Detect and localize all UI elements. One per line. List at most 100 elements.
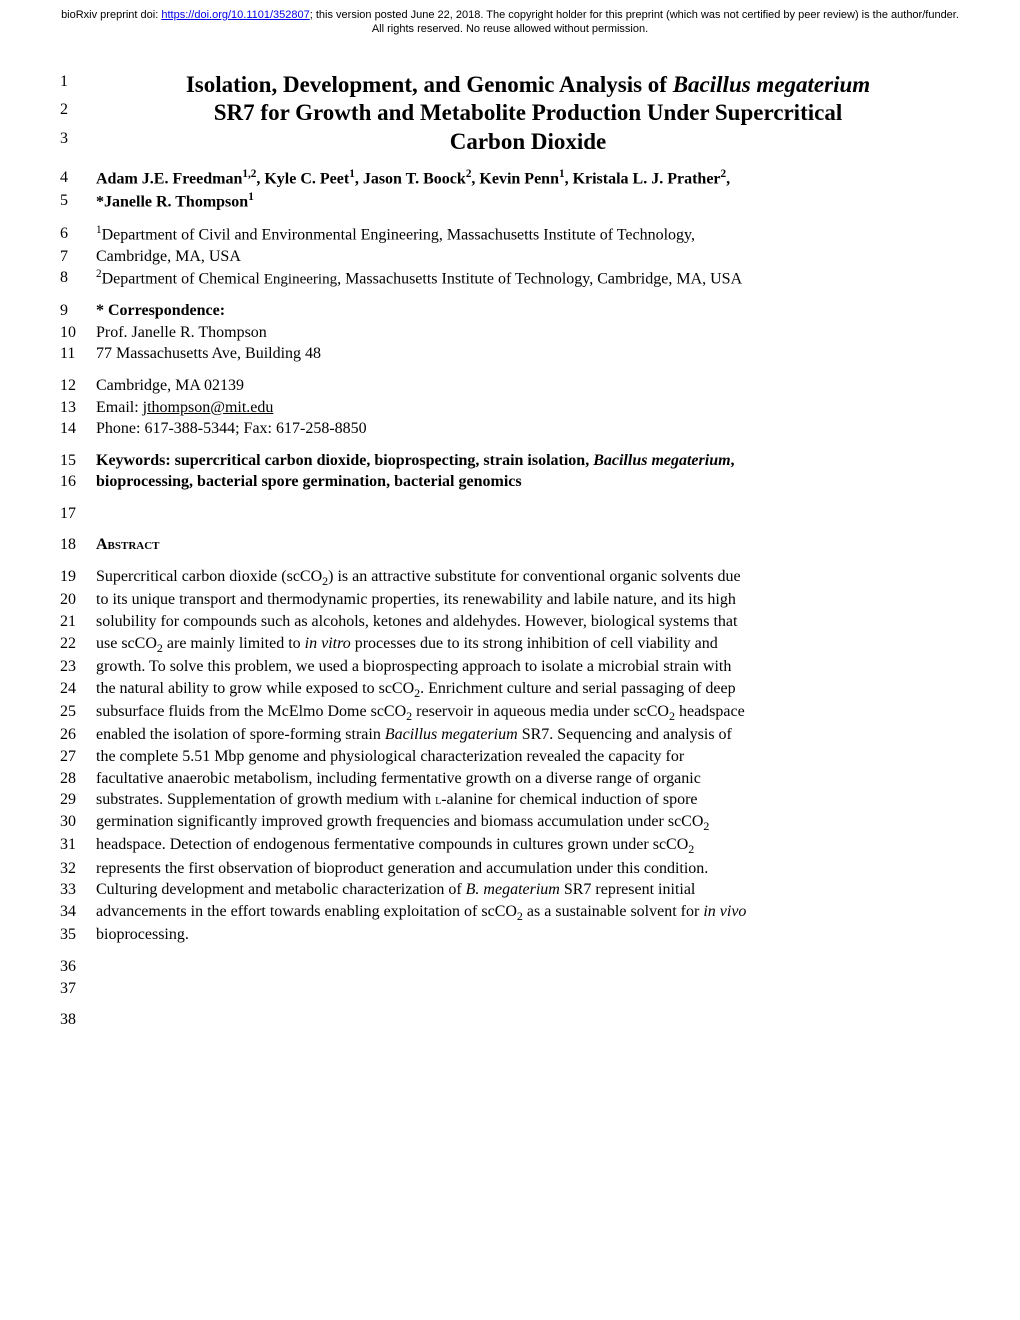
affil-text: Department of Civil and Environmental En… xyxy=(102,226,695,243)
abstract-text: processes due to its strong inhibition o… xyxy=(351,635,718,652)
preprint-prefix: bioRxiv preprint doi: xyxy=(61,9,161,21)
authors-row-1: 4 Adam J.E. Freedman1,2, Kyle C. Peet1, … xyxy=(60,167,960,190)
correspondence-row: 12 Cambridge, MA 02139 xyxy=(60,375,960,397)
line-number: 30 xyxy=(60,811,96,831)
abstract-row: 30 germination significantly improved gr… xyxy=(60,811,960,834)
abstract-text: SR7 represent initial xyxy=(560,881,696,898)
abstract-text: reservoir in aqueous media under scCO xyxy=(412,703,669,720)
abstract-text: . Enrichment culture and serial passagin… xyxy=(420,680,735,697)
abstract-text: the natural ability to grow while expose… xyxy=(96,680,414,697)
line-number: 36 xyxy=(60,956,96,976)
abstract-text: solubility for compounds such as alcohol… xyxy=(96,611,960,633)
line-number: 12 xyxy=(60,375,96,395)
abstract-text: Supercritical carbon dioxide (scCO xyxy=(96,568,322,585)
title-row-2: 2 SR7 for Growth and Metabolite Producti… xyxy=(60,99,960,128)
abstract-row: 32 represents the first observation of b… xyxy=(60,858,960,880)
abstract-text: SR7. Sequencing and analysis of xyxy=(518,726,732,743)
blank-row: 37 xyxy=(60,978,960,1000)
line-number: 21 xyxy=(60,611,96,631)
line-number: 22 xyxy=(60,633,96,653)
line-number: 5 xyxy=(60,190,96,210)
abstract-row: 21 solubility for compounds such as alco… xyxy=(60,611,960,633)
author-name: , Kyle C. Peet xyxy=(256,170,349,187)
affiliation-row: 7 Cambridge, MA, USA xyxy=(60,246,960,268)
abstract-text: headspace xyxy=(675,703,745,720)
line-number: 10 xyxy=(60,322,96,342)
line-number: 27 xyxy=(60,746,96,766)
line-number: 1 xyxy=(60,71,96,91)
corr-name: Prof. Janelle R. Thompson xyxy=(96,322,960,344)
blank-row: 36 xyxy=(60,956,960,978)
affil-text: Engineering xyxy=(264,272,337,288)
title-text: SR7 for Growth and Metabolite Production… xyxy=(96,99,960,128)
author-affil-sup: 1 xyxy=(248,191,254,203)
line-number: 15 xyxy=(60,450,96,470)
line-number: 2 xyxy=(60,99,96,119)
abstract-row: 23 growth. To solve this problem, we use… xyxy=(60,656,960,678)
keywords-row: 15 Keywords: supercritical carbon dioxid… xyxy=(60,450,960,472)
abstract-species: B. megaterium xyxy=(466,881,560,898)
abstract-text: enabled the isolation of spore-forming s… xyxy=(96,726,385,743)
line-number: 18 xyxy=(60,534,96,554)
abstract-italic: in vivo xyxy=(703,903,746,920)
sub-2: 2 xyxy=(703,819,709,833)
line-number: 33 xyxy=(60,879,96,899)
abstract-species: Bacillus megaterium xyxy=(385,726,518,743)
abstract-italic: in vitro xyxy=(305,635,351,652)
abstract-row: 20 to its unique transport and thermodyn… xyxy=(60,589,960,611)
line-number: 38 xyxy=(60,1009,96,1029)
sub-2: 2 xyxy=(688,843,694,857)
doi-link[interactable]: https://doi.org/10.1101/352807 xyxy=(161,9,309,21)
abstract-text: as a sustainable solvent for xyxy=(523,903,703,920)
keywords-text: bioprocessing, bacterial spore germinati… xyxy=(96,471,960,493)
line-number: 4 xyxy=(60,167,96,187)
abstract-row: 34 advancements in the effort towards en… xyxy=(60,901,960,924)
abstract-text: headspace. Detection of endogenous ferme… xyxy=(96,836,688,853)
title-row-3: 3 Carbon Dioxide xyxy=(60,128,960,157)
abstract-text: bioprocessing. xyxy=(96,924,960,946)
blank-row: 17 xyxy=(60,503,960,525)
abstract-row: 19 Supercritical carbon dioxide (scCO2) … xyxy=(60,566,960,589)
abstract-text: advancements in the effort towards enabl… xyxy=(96,903,517,920)
line-number: 11 xyxy=(60,343,96,363)
line-number: 34 xyxy=(60,901,96,921)
abstract-text: use scCO xyxy=(96,635,157,652)
keywords-text: , xyxy=(731,452,735,469)
author-affil-sup: 1,2 xyxy=(242,168,256,180)
keywords-text: Keywords: supercritical carbon dioxide, … xyxy=(96,452,593,469)
correspondence-row: 11 77 Massachusetts Ave, Building 48 xyxy=(60,343,960,365)
page-body: 1 Isolation, Development, and Genomic An… xyxy=(0,41,1020,1071)
preprint-suffix: ; this version posted June 22, 2018. The… xyxy=(310,9,959,35)
line-number: 37 xyxy=(60,978,96,998)
author-name: Adam J.E. Freedman xyxy=(96,170,242,187)
abstract-row: 33 Culturing development and metabolic c… xyxy=(60,879,960,901)
abstract-row: 22 use scCO2 are mainly limited to in vi… xyxy=(60,633,960,656)
line-number: 19 xyxy=(60,566,96,586)
email-link[interactable]: jthompson@mit.edu xyxy=(143,399,274,416)
title-text: Carbon Dioxide xyxy=(96,128,960,157)
abstract-text: ) is an attractive substitute for conven… xyxy=(328,568,740,585)
abstract-row: 27 the complete 5.51 Mbp genome and phys… xyxy=(60,746,960,768)
affil-text: Department of Chemical xyxy=(102,271,264,288)
abstract-row: 31 headspace. Detection of endogenous fe… xyxy=(60,834,960,857)
line-number: 35 xyxy=(60,924,96,944)
abstract-text: substrates. Supplementation of growth me… xyxy=(96,791,435,808)
line-number: 13 xyxy=(60,397,96,417)
author-sep: , xyxy=(726,170,730,187)
blank-row: 38 xyxy=(60,1009,960,1031)
line-number: 28 xyxy=(60,768,96,788)
corr-address: 77 Massachusetts Ave, Building 48 xyxy=(96,343,960,365)
keywords-species: Bacillus megaterium xyxy=(593,452,730,469)
affiliation-row: 8 2Department of Chemical Engineering, M… xyxy=(60,267,960,290)
abstract-row: 25 subsurface fluids from the McElmo Dom… xyxy=(60,701,960,724)
correspondence-row: 10 Prof. Janelle R. Thompson xyxy=(60,322,960,344)
corr-heading: * Correspondence: xyxy=(96,302,225,319)
abstract-heading-row: 18 Abstract xyxy=(60,534,960,556)
authors-row-2: 5 *Janelle R. Thompson1 xyxy=(60,190,960,213)
abstract-row: 29 substrates. Supplementation of growth… xyxy=(60,789,960,811)
abstract-row: 28 facultative anaerobic metabolism, inc… xyxy=(60,768,960,790)
line-number: 6 xyxy=(60,223,96,243)
keywords-row: 16 bioprocessing, bacterial spore germin… xyxy=(60,471,960,493)
correspondence-row: 13 Email: jthompson@mit.edu xyxy=(60,397,960,419)
correspondence-row: 14 Phone: 617-388-5344; Fax: 617-258-885… xyxy=(60,418,960,440)
